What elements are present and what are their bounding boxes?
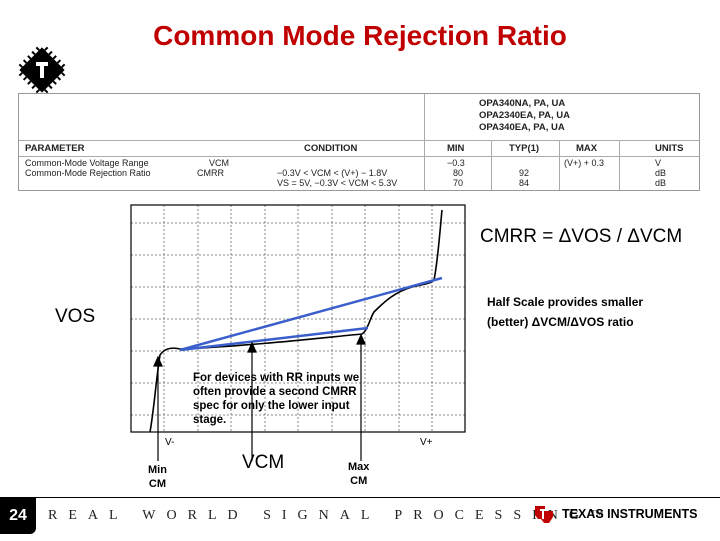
half-scale-line-2: (better) ΔVCM/ΔVOS ratio — [487, 315, 634, 329]
header-units: UNITS — [655, 143, 684, 154]
vos-axis-label: VOS — [55, 306, 96, 327]
header-min: MIN — [447, 143, 465, 154]
full-scale-slope-line — [179, 276, 443, 352]
slide-title: Common Mode Rejection Ratio — [153, 20, 567, 51]
row1-min: −0.3 — [447, 158, 465, 168]
vcm-axis-label: VCM — [242, 452, 285, 473]
row2-units: dB — [655, 168, 667, 178]
row2-typ: 92 — [519, 168, 530, 178]
half-scale-line-1: Half Scale provides smaller — [487, 295, 644, 309]
row1-units: V — [655, 158, 662, 168]
row1-symbol: VCM — [209, 158, 229, 168]
ti-state-logo-icon — [535, 506, 553, 523]
row3-typ: 84 — [519, 178, 530, 188]
half-scale-note: Half Scale provides smaller (better) ΔVC… — [487, 292, 643, 332]
footer-bar: 24 REAL WORLD SIGNAL PROCESSING™ TEXAS I… — [0, 497, 720, 541]
spec-table: OPA340NA, PA, UA OPA2340EA, PA, UA OPA34… — [18, 93, 700, 191]
row1-max: (V+) + 0.3 — [564, 158, 605, 168]
row3-min: 70 — [453, 178, 464, 188]
row2-min: 80 — [453, 168, 464, 178]
plot-frame — [130, 204, 466, 433]
part-number-1: OPA340NA, PA, UA — [479, 98, 566, 109]
min-cm-label: Min CM — [148, 464, 167, 490]
cmrr-equation: CMRR = ΔVOS / ΔVCM — [480, 226, 683, 247]
header-typ: TYP(1) — [509, 143, 540, 154]
row1-parameter: Common-Mode Voltage Range — [25, 158, 149, 168]
footer-tagline: REAL WORLD SIGNAL PROCESSING™ — [48, 508, 615, 523]
rr-inputs-note: For devices with RR inputs we often prov… — [193, 372, 360, 426]
arrows — [153, 333, 366, 461]
row2-symbol: CMRR — [197, 168, 224, 178]
row2-condition: −0.3V < VCM < (V+) − 1.8V — [277, 168, 388, 178]
part-number-3: OPA340EA, PA, UA — [479, 122, 565, 133]
v-minus-label: V- — [165, 437, 175, 448]
row3-units: dB — [655, 178, 667, 188]
plot-grid — [131, 205, 465, 432]
row2-parameter: Common-Mode Rejection Ratio — [25, 168, 151, 178]
row3-condition: VS = 5V, −0.3V < VCM < 5.3V — [277, 178, 398, 188]
page-number: 24 — [0, 498, 36, 534]
v-plus-label: V+ — [420, 437, 433, 448]
ti-chip-logo-icon — [18, 46, 66, 94]
header-max: MAX — [576, 143, 598, 154]
ti-brand-name: TEXAS INSTRUMENTS — [562, 507, 698, 521]
part-number-2: OPA2340EA, PA, UA — [479, 110, 570, 121]
header-parameter: PARAMETER — [25, 143, 85, 154]
header-condition: CONDITION — [304, 143, 358, 154]
half-scale-slope-line — [179, 326, 369, 352]
max-cm-label: Max CM — [348, 461, 370, 487]
